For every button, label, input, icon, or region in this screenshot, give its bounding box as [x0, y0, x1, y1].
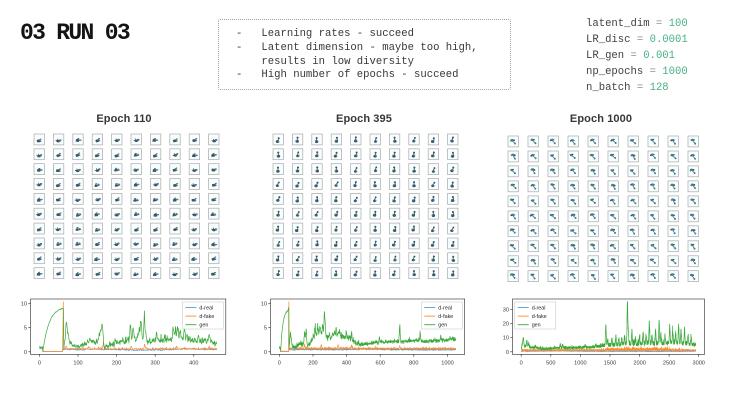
svg-text:0: 0 [520, 360, 523, 366]
svg-text:d-real: d-real [438, 306, 452, 312]
svg-text:200: 200 [112, 360, 121, 366]
svg-text:d-fake: d-fake [532, 314, 547, 320]
svg-text:0: 0 [38, 360, 41, 366]
svg-text:1000: 1000 [574, 360, 586, 366]
svg-text:800: 800 [409, 360, 418, 366]
svg-text:2000: 2000 [633, 360, 645, 366]
svg-text:0: 0 [264, 350, 267, 356]
svg-text:0: 0 [278, 360, 281, 366]
svg-text:10: 10 [21, 302, 27, 308]
svg-text:d-fake: d-fake [199, 314, 214, 320]
svg-text:500: 500 [546, 360, 555, 366]
svg-text:2500: 2500 [663, 360, 675, 366]
svg-text:5: 5 [24, 326, 27, 332]
svg-text:gen: gen [199, 323, 208, 329]
svg-text:gen: gen [438, 323, 447, 329]
svg-text:600: 600 [376, 360, 385, 366]
svg-text:d-fake: d-fake [438, 314, 453, 320]
svg-text:1000: 1000 [441, 360, 453, 366]
svg-text:0: 0 [506, 350, 509, 356]
svg-text:300: 300 [151, 360, 160, 366]
svg-text:0: 0 [24, 350, 27, 356]
svg-text:400: 400 [189, 360, 198, 366]
svg-text:5: 5 [264, 326, 267, 332]
svg-text:1500: 1500 [604, 360, 616, 366]
svg-text:100: 100 [73, 360, 82, 366]
svg-text:d-real: d-real [199, 306, 213, 312]
svg-text:400: 400 [342, 360, 351, 366]
svg-text:30: 30 [503, 307, 509, 313]
svg-text:gen: gen [532, 323, 541, 329]
svg-text:20: 20 [503, 322, 509, 328]
svg-text:d-real: d-real [532, 306, 546, 312]
svg-text:10: 10 [503, 336, 509, 342]
svg-text:200: 200 [308, 360, 317, 366]
svg-text:3000: 3000 [692, 360, 704, 366]
svg-text:10: 10 [261, 302, 267, 308]
